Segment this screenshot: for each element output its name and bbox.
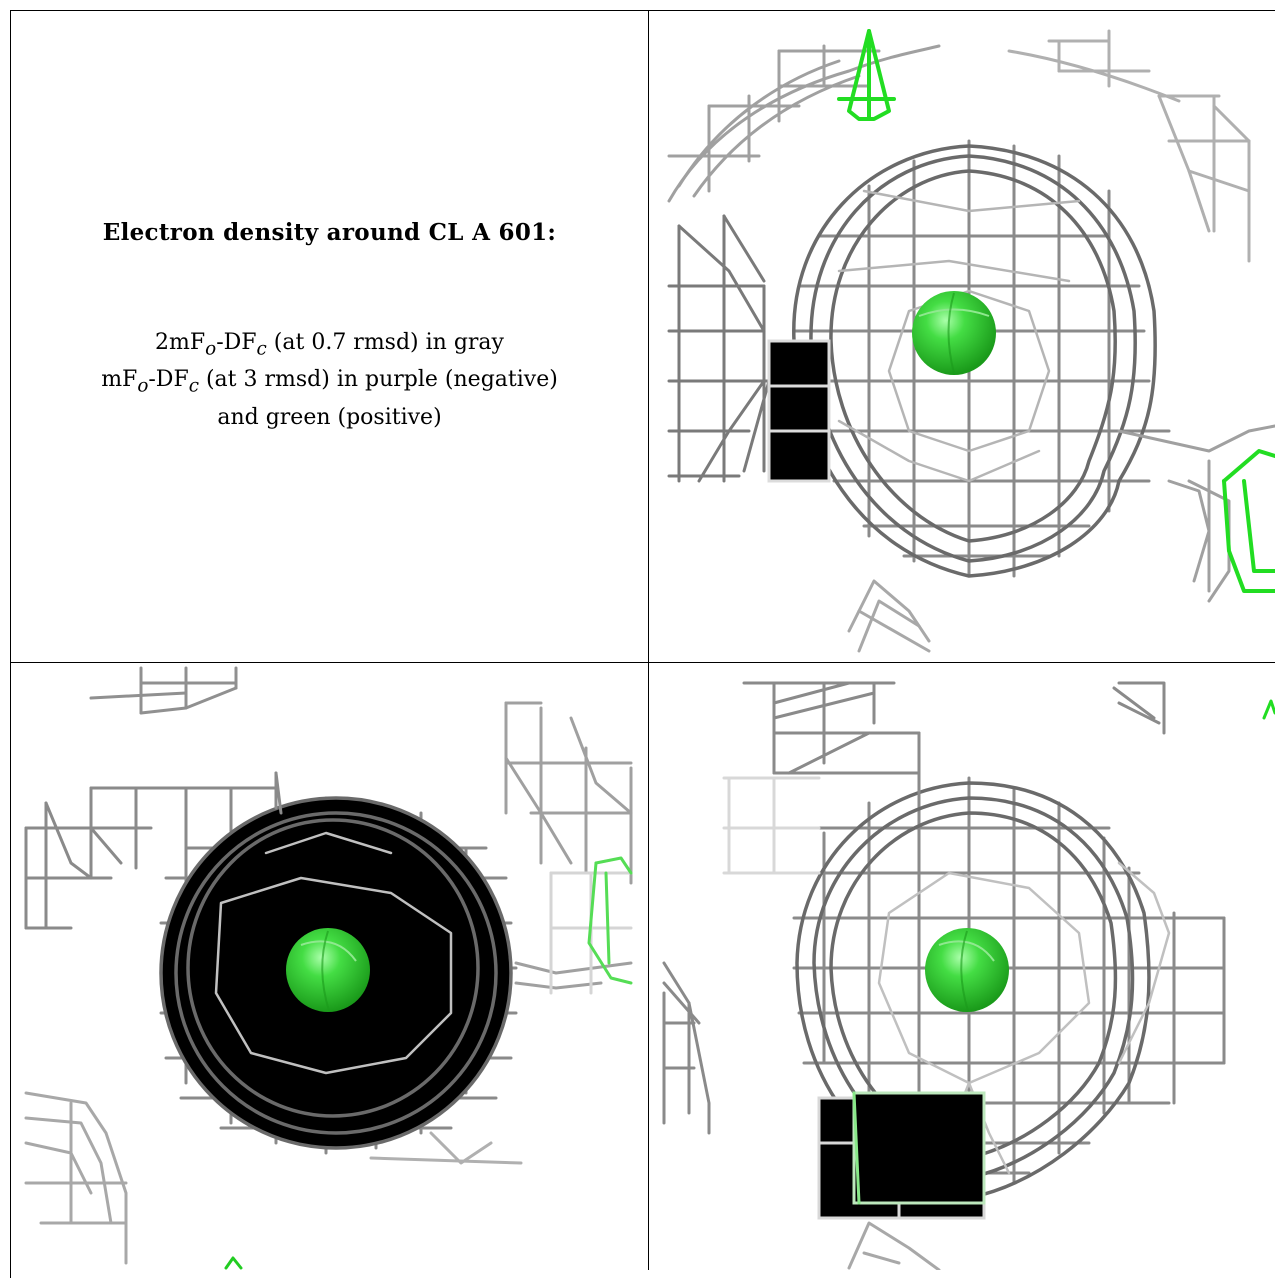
legend-line-2fo-fc: 2mFo-DFc (at 0.7 rmsd) in gray [155, 330, 504, 360]
density-mesh-svg [667, 29, 1275, 653]
caption-title: Electron density around CL A 601: [102, 219, 557, 246]
density-mesh-svg [24, 666, 633, 1270]
gray-density-mesh [667, 29, 1275, 653]
grid-divider-vertical [648, 10, 649, 1270]
density-mesh-svg [662, 681, 1275, 1270]
caption-panel: Electron density around CL A 601: 2mFo-D… [11, 11, 648, 662]
chloride-atom [286, 928, 370, 1012]
legend-line-colors: and green (positive) [217, 404, 442, 430]
figure-grid [10, 10, 1275, 1278]
density-view-bottom-right [649, 663, 1275, 1270]
caption-legend: 2mFo-DFc (at 0.7 rmsd) in gray mFo-DFc (… [11, 327, 648, 433]
positive-difference-mesh [224, 856, 633, 1270]
density-view-top-right [649, 11, 1275, 662]
chloride-atom [912, 291, 996, 375]
grid-divider-horizontal [10, 662, 1275, 663]
positive-difference-mesh [837, 29, 1275, 593]
density-view-bottom-left [11, 663, 648, 1270]
chloride-atom [925, 928, 1009, 1012]
legend-line-fo-fc: mFo-DFc (at 3 rmsd) in purple (negative) [101, 367, 558, 397]
positive-difference-mesh [852, 699, 1275, 1205]
